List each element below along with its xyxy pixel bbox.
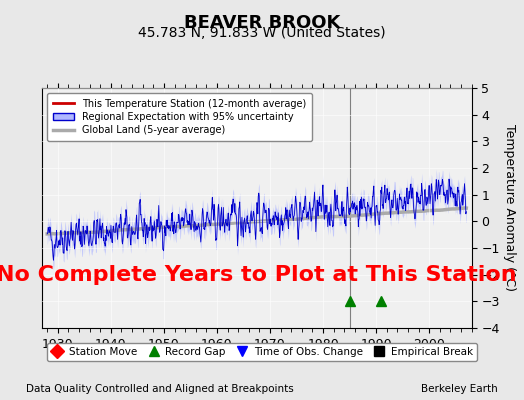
Text: BEAVER BROOK: BEAVER BROOK xyxy=(184,14,340,32)
Legend: Station Move, Record Gap, Time of Obs. Change, Empirical Break: Station Move, Record Gap, Time of Obs. C… xyxy=(47,343,477,361)
Text: 45.783 N, 91.833 W (United States): 45.783 N, 91.833 W (United States) xyxy=(138,26,386,40)
Text: Berkeley Earth: Berkeley Earth xyxy=(421,384,498,394)
Y-axis label: Temperature Anomaly (°C): Temperature Anomaly (°C) xyxy=(504,124,516,292)
Text: No Complete Years to Plot at This Station: No Complete Years to Plot at This Statio… xyxy=(0,265,517,285)
Text: Data Quality Controlled and Aligned at Breakpoints: Data Quality Controlled and Aligned at B… xyxy=(26,384,294,394)
Legend: This Temperature Station (12-month average), Regional Expectation with 95% uncer: This Temperature Station (12-month avera… xyxy=(47,93,312,141)
